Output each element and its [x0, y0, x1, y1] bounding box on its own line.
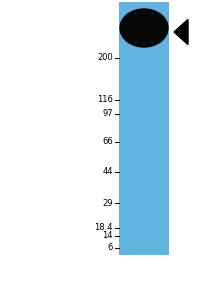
Text: 6: 6 [108, 243, 113, 253]
Polygon shape [174, 19, 188, 44]
Bar [119, 2, 169, 255]
Text: 14: 14 [102, 231, 113, 241]
Text: 97: 97 [102, 109, 113, 119]
Text: 29: 29 [102, 198, 113, 207]
Text: 116: 116 [97, 95, 113, 105]
Ellipse shape [120, 9, 168, 47]
Text: 66: 66 [102, 137, 113, 146]
Text: 200: 200 [97, 54, 113, 62]
Text: 18.4: 18.4 [94, 223, 113, 233]
Text: 44: 44 [102, 168, 113, 176]
